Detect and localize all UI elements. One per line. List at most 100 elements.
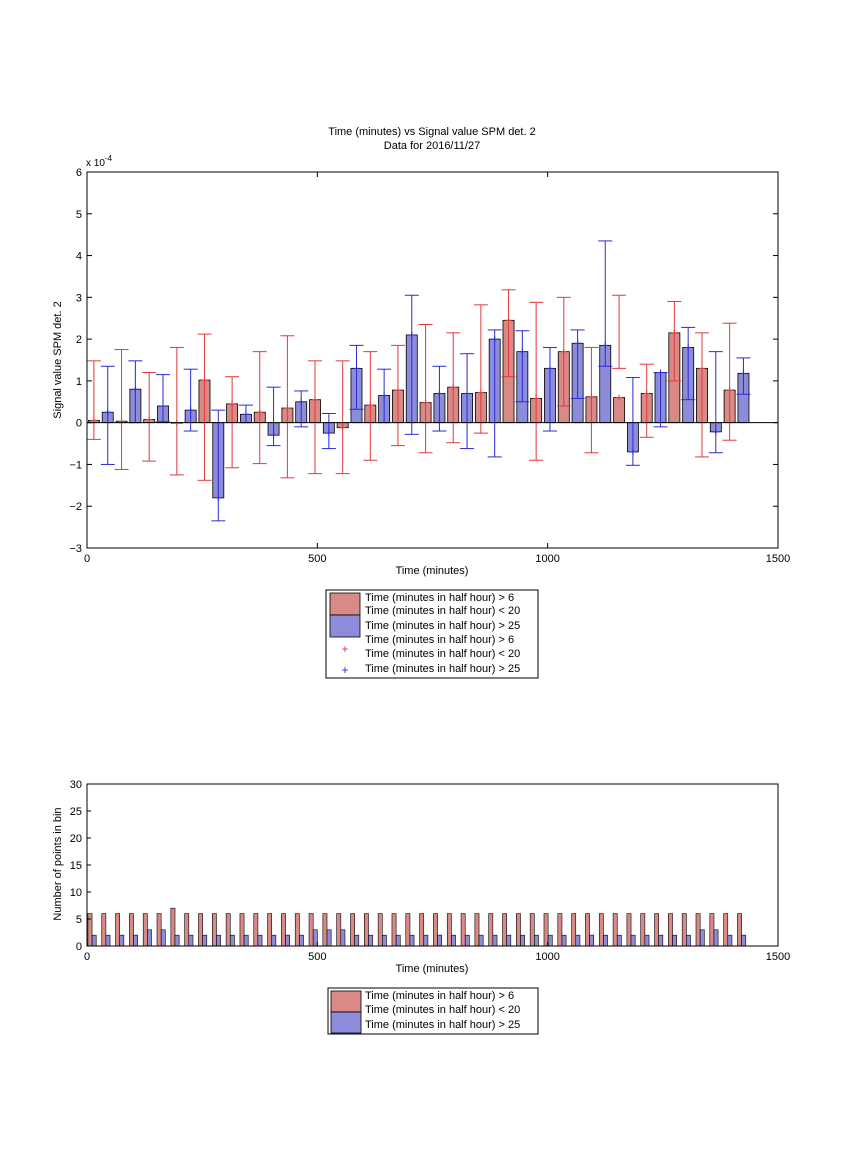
count-bar-red — [612, 913, 618, 947]
count-bar-blue — [534, 934, 539, 947]
count-bar-red — [364, 913, 369, 947]
count-bar-blue — [133, 934, 138, 947]
signal-bars — [87, 319, 750, 499]
count-bar-red — [115, 913, 121, 947]
signal-y-ticks: −3 −2 −1 0 1 2 3 4 5 6 — [69, 167, 778, 555]
count-bar-blue — [243, 934, 249, 947]
count-bar-blue — [520, 934, 525, 947]
count-bar-blue — [395, 934, 401, 947]
count-y-axis-label: Number of points in bin — [52, 807, 64, 920]
count-bar-blue — [188, 934, 194, 947]
count-bar-red — [681, 913, 687, 947]
count-bar-blue — [451, 934, 456, 947]
legend-entry-2-line1: Time (minutes in half hour) > 25 — [365, 1019, 520, 1031]
count-bars — [87, 907, 747, 947]
legend-entry-1-line1: Time (minutes in half hour) > 6 — [365, 592, 514, 604]
count-bar-red — [198, 913, 203, 947]
y-tick-label: 20 — [70, 833, 82, 845]
count-bar-blue — [119, 934, 125, 947]
count-bar-red — [377, 913, 383, 947]
y-tick-label: 5 — [76, 209, 82, 221]
x-tick-label: 1000 — [535, 951, 559, 963]
legend-entry-4-line1: Time (minutes in half hour) > 25 — [365, 663, 520, 675]
count-bar-blue — [561, 934, 567, 947]
legend-red-patch — [329, 592, 361, 616]
count-bar-blue — [478, 934, 484, 947]
chart-title-line2: Data for 2016/11/27 — [384, 140, 480, 152]
count-bar-blue — [713, 929, 719, 947]
count-bar-red — [433, 913, 438, 947]
count-bar-red — [571, 913, 577, 947]
count-bar-red — [543, 913, 549, 947]
count-bar-blue — [741, 934, 747, 947]
count-bar-blue — [686, 934, 691, 947]
y-tick-label: 2 — [76, 334, 82, 346]
count-bar-blue — [589, 934, 595, 947]
count-axes-frame — [86, 783, 779, 947]
count-bar-blue — [216, 934, 221, 947]
y-tick-label: 25 — [70, 806, 82, 818]
count-bar-red — [101, 913, 107, 947]
count-bar-red — [709, 913, 715, 947]
count-bar-blue — [492, 934, 498, 947]
count-bar-red — [87, 913, 93, 947]
count-bar-red — [419, 913, 425, 947]
count-bar-red — [294, 913, 300, 947]
count-bar-red — [322, 913, 328, 947]
signal-x-axis-label: Time (minutes) — [396, 565, 469, 577]
count-bar-blue — [285, 934, 290, 947]
count-bar-red — [598, 913, 604, 947]
count-bar-blue — [368, 934, 373, 947]
y-tick-label: −3 — [69, 543, 82, 555]
x-tick-label: 1000 — [535, 553, 559, 565]
count-bar-blue — [91, 934, 97, 947]
count-bar-red — [281, 913, 286, 947]
count-legend: Time (minutes in half hour) > 6 Time (mi… — [327, 987, 539, 1035]
count-bar-blue — [257, 934, 263, 947]
y-tick-label: −1 — [69, 459, 82, 471]
count-bar-blue — [326, 929, 332, 947]
legend-blue-patch — [329, 614, 361, 638]
count-bar-red — [239, 913, 245, 947]
legend-entry-1-line2: Time (minutes in half hour) < 20 — [365, 1004, 520, 1016]
count-bar-red — [640, 913, 646, 947]
count-bar-red — [350, 913, 355, 947]
count-bar-red — [156, 913, 162, 947]
count-bar-blue — [464, 934, 470, 947]
count-bar-blue — [160, 929, 166, 947]
y-tick-label: −2 — [69, 501, 82, 513]
count-bar-blue — [423, 934, 429, 947]
legend-red-patch — [330, 990, 362, 1013]
count-bar-red — [529, 913, 535, 947]
count-bar-red — [267, 913, 273, 947]
y-tick-label: 4 — [76, 251, 82, 263]
y-tick-label: 30 — [70, 779, 82, 791]
count-bar-blue — [547, 934, 553, 947]
count-x-axis-label: Time (minutes) — [396, 963, 469, 975]
count-bar-red — [488, 913, 494, 947]
count-bar-red — [446, 913, 452, 947]
count-bar-red — [129, 913, 134, 947]
count-bar-red — [405, 913, 411, 947]
x-tick-label: 1500 — [766, 951, 790, 963]
y-tick-label: 6 — [76, 167, 82, 179]
legend-entry-1-line1: Time (minutes in half hour) > 6 — [365, 990, 514, 1002]
y-tick-label: 15 — [70, 860, 82, 872]
legend-entry-3-line2: Time (minutes in half hour) < 20 — [365, 648, 520, 660]
count-bar-blue — [381, 934, 387, 947]
count-bar-blue — [409, 934, 415, 947]
count-bar-blue — [147, 929, 152, 947]
count-bar-blue — [229, 934, 235, 947]
y-tick-label: 0 — [76, 418, 82, 430]
legend-entry-2-line1: Time (minutes in half hour) > 25 — [365, 620, 520, 632]
count-bar-red — [336, 913, 342, 947]
count-chart: 0 500 1000 1500 0 5 10 15 20 25 30 Time (minutes)… — [52, 779, 790, 975]
count-bar-blue — [312, 929, 318, 947]
y-tick-label: 1 — [76, 376, 82, 388]
count-bar-red — [737, 913, 742, 947]
x-tick-label: 500 — [308, 951, 326, 963]
count-bar-blue — [299, 934, 304, 947]
count-bar-blue — [437, 934, 443, 947]
count-bar-red — [585, 913, 590, 947]
